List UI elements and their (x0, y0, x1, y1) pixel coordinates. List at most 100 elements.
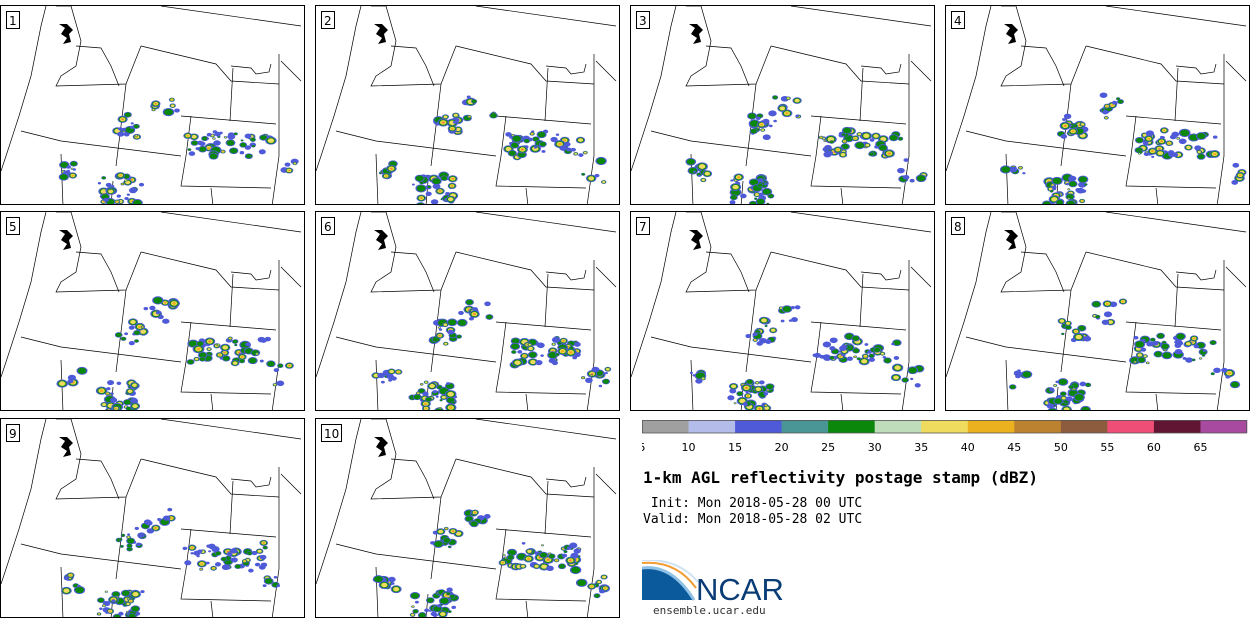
colorbar-swatch (967, 420, 1015, 433)
reflectivity-cell (1133, 336, 1139, 340)
reflectivity-cell (768, 124, 773, 128)
reflectivity-cell (1186, 342, 1191, 346)
reflectivity-cell (127, 538, 135, 544)
colorbar-swatch (642, 420, 689, 433)
reflectivity-cell (888, 153, 890, 154)
boundary-line (545, 63, 587, 75)
reflectivity-cell (121, 118, 124, 120)
boundary-line (1216, 260, 1225, 410)
reflectivity-cell (1092, 301, 1101, 307)
boundary-line (1125, 321, 1222, 331)
reflectivity-cell (566, 546, 572, 550)
reflectivity-cell (893, 356, 900, 360)
reflectivity-cell (761, 318, 767, 323)
boundary-line (430, 496, 442, 580)
boundary-line (160, 419, 302, 440)
reflectivity-cell (217, 344, 220, 346)
reflectivity-cell (198, 352, 207, 358)
boundary-line (455, 458, 595, 498)
reflectivity-cell (103, 197, 109, 202)
reflectivity-cell (273, 383, 277, 386)
reflectivity-cell (898, 137, 903, 141)
boundary-line (1155, 187, 1159, 204)
reflectivity-cell (1199, 357, 1202, 360)
reflectivity-cell (133, 124, 140, 129)
reflectivity-cell (267, 361, 275, 367)
boundary-line (229, 480, 234, 535)
reflectivity-cell (758, 178, 764, 182)
boundary-line (229, 67, 234, 122)
boundary-line (475, 212, 617, 233)
reflectivity-cell (1069, 181, 1077, 187)
reflectivity-cell (124, 332, 129, 336)
reflectivity-cell (130, 600, 132, 602)
reflectivity-cell (483, 514, 491, 519)
reflectivity-cell (128, 340, 135, 346)
reflectivity-cell (472, 307, 478, 312)
boundary-line (140, 251, 280, 291)
reflectivity-cell (577, 138, 584, 142)
reflectivity-cell (590, 374, 592, 376)
reflectivity-cell (264, 336, 271, 342)
reflectivity-cell (1068, 198, 1070, 200)
reflectivity-cell (505, 557, 507, 559)
reflectivity-cell (130, 319, 136, 325)
coastline-islands (374, 437, 388, 457)
reflectivity-cell (1080, 123, 1085, 126)
reflectivity-cell (99, 607, 103, 610)
reflectivity-cell (127, 536, 130, 539)
reflectivity-cell (903, 158, 909, 162)
reflectivity-cell (255, 353, 259, 355)
reflectivity-cell (380, 380, 385, 384)
reflectivity-cell (397, 370, 400, 373)
boundary-line (495, 115, 592, 125)
reflectivity-cell (1178, 138, 1187, 145)
reflectivity-cell (100, 189, 107, 194)
reflectivity-cell (528, 346, 533, 351)
boundary-line (20, 130, 182, 157)
reflectivity-cell (573, 341, 581, 347)
reflectivity-cell (788, 319, 793, 322)
reflectivity-cell (197, 549, 203, 554)
reflectivity-cell (130, 397, 138, 404)
reflectivity-cell (1009, 384, 1016, 389)
reflectivity-cell (1212, 135, 1218, 139)
reflectivity-cell (773, 119, 777, 123)
reflectivity-cell (541, 149, 546, 153)
member-panel-6: 6 (315, 211, 620, 411)
reflectivity-cell (1145, 130, 1155, 137)
reflectivity-cell (540, 354, 544, 357)
reflectivity-cell (288, 170, 290, 171)
reflectivity-cell (571, 566, 581, 574)
reflectivity-cell (1106, 105, 1108, 107)
reflectivity-cell (390, 582, 395, 585)
coastline-islands (689, 230, 703, 250)
reflectivity-cell (1075, 334, 1082, 340)
reflectivity-cell (267, 138, 275, 143)
boundary-line (1175, 269, 1217, 281)
coastline-islands (59, 437, 73, 457)
reflectivity-cell (602, 575, 607, 579)
reflectivity-cell (435, 395, 439, 398)
boundary-line (230, 269, 272, 281)
reflectivity-cell (840, 153, 846, 157)
reflectivity-cell (1176, 333, 1185, 340)
reflectivity-cell (70, 161, 77, 166)
reflectivity-cell (106, 387, 111, 391)
reflectivity-cell (105, 591, 108, 593)
reflectivity-cell (432, 612, 438, 617)
reflectivity-cell (430, 199, 439, 204)
reflectivity-cell (450, 594, 455, 599)
reflectivity-cell (1174, 348, 1183, 355)
boundary-line (75, 458, 120, 500)
reflectivity-cell (208, 543, 216, 549)
boundary-line (631, 212, 677, 378)
colorbar-tick-label: 60 (1147, 441, 1161, 454)
reflectivity-cell (413, 609, 419, 614)
boundary-line (390, 251, 435, 293)
reflectivity-cell (200, 562, 204, 566)
boundary-line (160, 6, 302, 27)
reflectivity-cell (729, 200, 736, 204)
reflectivity-cell (474, 512, 476, 513)
reflectivity-cell (864, 355, 867, 358)
